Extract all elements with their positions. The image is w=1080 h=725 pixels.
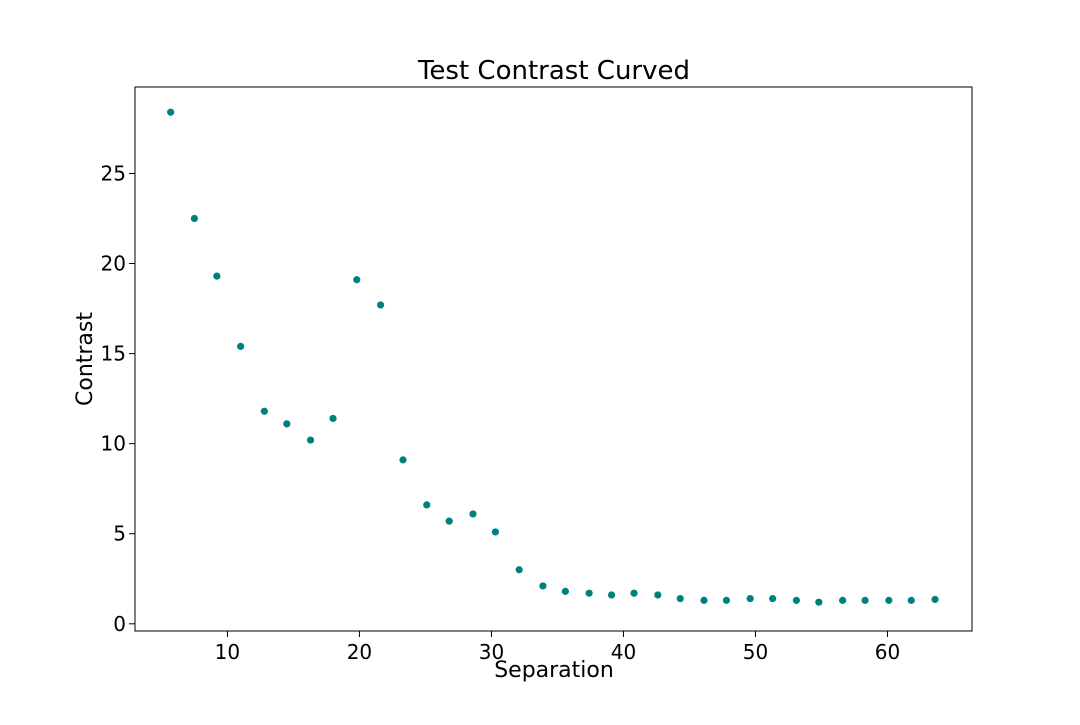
chart-title: Test Contrast Curved (417, 56, 690, 86)
y-tick-label: 0 (113, 612, 126, 636)
y-tick-label: 15 (101, 342, 126, 366)
data-point (769, 594, 777, 603)
data-point (700, 596, 708, 604)
data-point (515, 566, 523, 574)
data-point (167, 108, 175, 116)
x-tick-label: 40 (611, 640, 636, 664)
data-point (839, 596, 847, 604)
data-point (329, 414, 337, 423)
y-tick-label: 20 (101, 252, 126, 276)
data-point (469, 510, 477, 518)
data-point (585, 589, 593, 597)
data-point (907, 596, 915, 604)
x-tick-label: 50 (743, 640, 768, 664)
data-point (237, 342, 245, 350)
data-point (283, 420, 291, 428)
data-point (676, 594, 684, 603)
x-tick-label: 20 (347, 640, 372, 664)
y-axis-label: Contrast (73, 312, 98, 406)
data-point (190, 214, 199, 223)
y-tick-label: 25 (101, 161, 126, 185)
data-point (607, 591, 616, 599)
data-point (861, 596, 869, 604)
data-point (423, 501, 431, 509)
data-point (445, 517, 453, 525)
data-point (561, 587, 569, 595)
data-point (885, 596, 893, 604)
x-axis-label: Separation (494, 658, 614, 683)
data-points (167, 108, 939, 606)
data-point (213, 272, 221, 280)
data-point (399, 456, 407, 464)
plot-area-frame (134, 86, 973, 632)
data-point (931, 595, 939, 604)
x-tick-label: 10 (215, 640, 240, 664)
data-point (260, 407, 268, 415)
data-point (306, 436, 315, 444)
x-tick-label: 60 (875, 640, 900, 664)
data-point (491, 528, 500, 536)
data-point (376, 301, 385, 309)
data-point (815, 598, 823, 606)
data-point (630, 589, 638, 597)
data-point (353, 276, 361, 284)
data-point (539, 582, 547, 590)
y-tick-label: 5 (113, 522, 126, 546)
data-point (722, 596, 731, 604)
y-axis-ticks: 0 5 10 15 20 25 (101, 161, 135, 636)
data-point (654, 591, 662, 599)
data-point (792, 596, 801, 604)
x-tick-label: 30 (479, 640, 504, 664)
data-point (746, 594, 754, 603)
y-tick-label: 10 (101, 432, 126, 456)
x-axis-ticks: 10 20 30 40 50 60 (215, 631, 900, 664)
